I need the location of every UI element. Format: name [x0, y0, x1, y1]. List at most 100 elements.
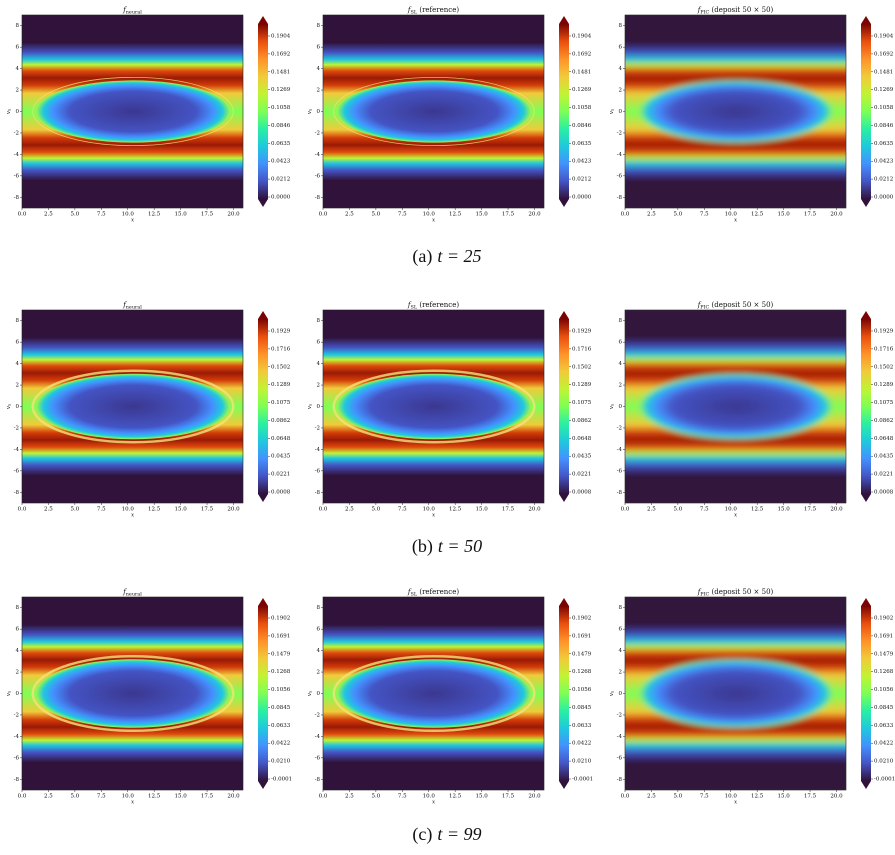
colorbar-tick-label: 0.1056: [572, 687, 592, 693]
x-tick-label: 5.0: [673, 794, 682, 800]
heatmap: [323, 310, 544, 503]
x-tick-label: 0.0: [319, 507, 328, 513]
y-axis-label-main: v: [307, 405, 313, 409]
colorbar-tick-label: 0.1268: [874, 669, 894, 675]
colorbar-tick-label: 0.0633: [271, 723, 291, 729]
panel-title: fneural: [122, 6, 142, 15]
y-tick-label: 0: [619, 691, 623, 697]
colorbar-tick-label: 0.1691: [874, 633, 893, 639]
y-tick-label: 0: [317, 404, 321, 410]
y-tick-label: -2: [14, 712, 19, 718]
x-axis-label: x: [734, 513, 738, 519]
colorbar: [559, 319, 569, 494]
x-tick-label: 7.5: [398, 507, 407, 513]
caption-label: (a): [412, 246, 432, 267]
colorbar-max: [559, 598, 569, 606]
y-tick-label: 8: [317, 23, 321, 29]
colorbar-tick-label: 0.0422: [874, 741, 893, 747]
panel: fneural 0.0 2.5 5.0 7.5 10.0 12.5 15.0 17.5 20.0 x…: [6, 301, 291, 519]
vortex: [638, 80, 834, 143]
y-tick-label: 2: [16, 383, 20, 389]
colorbar-tick-label: 0.1902: [572, 616, 591, 622]
y-axis-label-sub: x: [308, 690, 313, 693]
x-tick-label: 0.0: [621, 794, 630, 800]
y-tick-label: -8: [315, 195, 321, 201]
colorbar-tick-label: 0.0862: [271, 418, 290, 424]
colorbar-tick-label: 0.1929: [572, 329, 592, 335]
y-axis-label-main: v: [6, 405, 12, 409]
y-axis-label-main: v: [6, 692, 12, 696]
panel-title: fneural: [122, 301, 142, 310]
panel: fSL (reference) 0.0 2.5 5.0 7.5 10.0 12.5 15.0 1…: [307, 6, 592, 224]
x-tick-label: 15.0: [174, 507, 187, 513]
y-tick-label: -6: [14, 755, 20, 761]
y-axis-label-main: v: [307, 692, 313, 696]
colorbar: [861, 24, 871, 199]
panel-title-sub: PIC: [700, 304, 709, 310]
y-tick-label: 8: [16, 318, 20, 324]
panel-title-main: f: [122, 588, 127, 596]
y-tick-label: 6: [619, 627, 623, 633]
y-tick-label: -6: [617, 173, 623, 179]
y-tick-label: 6: [16, 45, 20, 51]
y-tick-label: 0: [16, 404, 20, 410]
heatmap-layers: [323, 15, 544, 208]
colorbar-max: [861, 311, 871, 319]
x-tick-label: 5.0: [371, 794, 380, 800]
x-tick-label: 2.5: [647, 212, 656, 218]
colorbar-tick-label: 0.0210: [271, 759, 291, 765]
panel-title: fPIC (deposit 50 × 50): [697, 6, 774, 15]
colorbar-tick-label: 0.1692: [572, 51, 591, 57]
y-tick-label: -2: [315, 130, 320, 136]
colorbar: [258, 24, 268, 199]
colorbar-tick-label: 0.1269: [572, 87, 592, 93]
y-tick-label: -6: [14, 173, 20, 179]
colorbar-tick-label: 0.0008: [271, 490, 291, 496]
y-tick-label: -6: [315, 173, 321, 179]
colorbar-tick-label: 0.0635: [572, 141, 592, 147]
y-tick-label: -4: [14, 734, 20, 740]
panel-title-sub: PIC: [700, 9, 709, 15]
x-tick-label: 15.0: [174, 212, 187, 218]
y-tick-label: -6: [617, 468, 623, 474]
panel: fSL (reference) 0.0 2.5 5.0 7.5 10.0 12.5 15.0 1…: [307, 301, 592, 519]
x-tick-label: 2.5: [44, 794, 53, 800]
x-tick-label: 0.0: [18, 212, 27, 218]
colorbar-min: [559, 781, 569, 789]
y-axis-label-main: v: [609, 110, 615, 114]
colorbar-tick-label: 0.1075: [271, 400, 291, 406]
colorbar-tick-label: 0.0846: [572, 123, 592, 129]
colorbar-min: [258, 494, 268, 502]
y-tick-label: 0: [317, 691, 321, 697]
colorbar-tick-label: 0.1929: [874, 329, 894, 335]
colorbar-tick-label: 0.1075: [572, 400, 592, 406]
panel-title-sub: neural: [126, 304, 142, 310]
x-tick-label: 10.0: [725, 794, 738, 800]
colorbar: [861, 319, 871, 494]
y-tick-label: 8: [317, 318, 321, 324]
panel: fSL (reference) 0.0 2.5 5.0 7.5 10.0 12.5 15.0 1…: [307, 588, 594, 806]
y-tick-label: -6: [617, 755, 623, 761]
x-tick-label: 0.0: [18, 794, 27, 800]
colorbar-max: [559, 311, 569, 319]
colorbar-tick-label: 0.0008: [572, 490, 592, 496]
heatmap-layers: [323, 310, 544, 503]
vortex: [336, 659, 532, 728]
colorbar-max: [258, 16, 268, 24]
colorbar-tick-label: 0.1716: [572, 346, 592, 352]
heatmap: [22, 597, 243, 790]
panel-title-suffix: (deposit 50 × 50): [709, 6, 773, 14]
colorbar: [559, 24, 569, 199]
x-tick-label: 15.0: [475, 794, 488, 800]
colorbar-tick-label: 0.0008: [874, 490, 894, 496]
x-tick-label: 10.0: [423, 212, 436, 218]
separatrix: [32, 77, 234, 146]
colorbar-min: [258, 199, 268, 207]
y-tick-label: -8: [617, 490, 623, 496]
colorbar: [258, 606, 268, 781]
vortex: [336, 373, 532, 440]
x-tick-label: 12.5: [449, 507, 462, 513]
x-tick-label: 2.5: [44, 212, 53, 218]
panel-title-suffix: (deposit 50 × 50): [709, 301, 773, 309]
colorbar-max: [861, 598, 871, 606]
